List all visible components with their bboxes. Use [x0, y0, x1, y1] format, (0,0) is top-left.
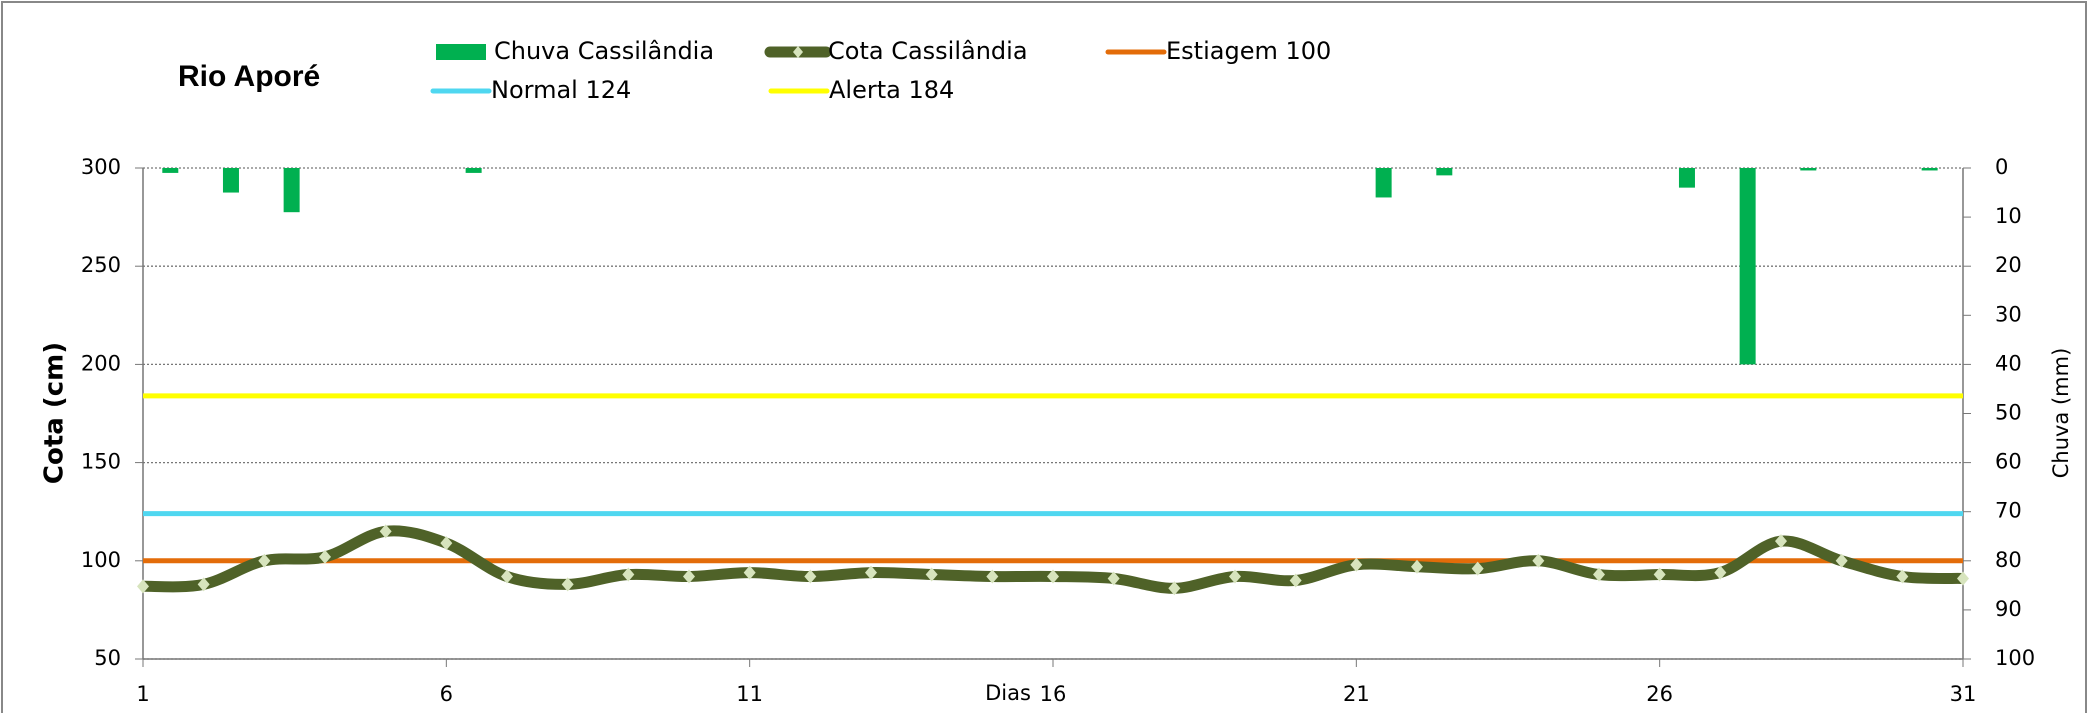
rain-bar: [162, 168, 179, 173]
x-tick-label: 1: [136, 682, 149, 706]
cota-marker: [1896, 569, 1909, 584]
y2-tick-label: 50: [1995, 401, 2022, 425]
rain-bar: [1678, 168, 1695, 188]
x-tick-label: 21: [1343, 682, 1370, 706]
cota-marker: [501, 569, 513, 584]
cota-marker: [986, 569, 999, 584]
y2-tick-label: 90: [1995, 597, 2022, 621]
cota-marker: [743, 565, 756, 580]
cota-marker: [197, 577, 210, 592]
cota-marker: [1289, 573, 1302, 588]
legend-swatch: [436, 44, 486, 60]
y2-tick-label: 40: [1995, 351, 2022, 375]
cota-marker: [1835, 553, 1848, 568]
cota-marker: [1775, 534, 1787, 549]
x-tick-label: 16: [1040, 682, 1067, 706]
legend-label: Chuva Cassilândia: [494, 37, 714, 65]
y-tick-label: 50: [94, 646, 121, 670]
cota-marker: [137, 579, 149, 594]
cota-marker: [1532, 553, 1545, 568]
rain-bar: [465, 168, 482, 173]
cota-marker: [440, 536, 453, 551]
cota-marker: [1411, 559, 1423, 574]
cota-marker: [1471, 561, 1484, 576]
rain-bar: [283, 168, 300, 213]
cota-marker: [925, 567, 938, 582]
legend-label: Estiagem 100: [1166, 37, 1331, 65]
cota-marker: [1107, 571, 1120, 586]
y2-tick-label: 70: [1995, 499, 2022, 523]
cota-marker: [1047, 569, 1059, 584]
y2-tick-label: 20: [1995, 253, 2022, 277]
y-tick-label: 100: [81, 548, 121, 572]
cota-marker: [561, 577, 574, 592]
cota-marker: [683, 569, 695, 584]
y-tick-label: 300: [81, 155, 121, 179]
cota-marker: [1653, 567, 1666, 582]
y2-tick-label: 10: [1995, 204, 2022, 228]
legend-label: Alerta 184: [829, 76, 954, 104]
legend-label: Normal 124: [491, 76, 631, 104]
x-axis-title: Dias: [985, 681, 1031, 705]
cota-marker: [1168, 581, 1181, 596]
cota-marker: [804, 569, 817, 584]
cota-marker: [1714, 565, 1727, 580]
rain-bar: [1800, 168, 1817, 171]
y-tick-label: 250: [81, 253, 121, 277]
rain-bar: [222, 168, 239, 193]
legend-label: Cota Cassilândia: [828, 37, 1028, 65]
rain-bar: [1921, 168, 1938, 171]
y-axis-title: Cota (cm): [40, 342, 70, 484]
y-tick-label: 200: [81, 351, 121, 375]
cota-marker: [865, 565, 877, 580]
rain-bar: [1436, 168, 1453, 176]
cota-marker: [319, 549, 331, 564]
cota-marker: [1229, 569, 1241, 584]
x-tick-label: 6: [440, 682, 453, 706]
legend-marker: [793, 46, 803, 58]
cota-marker: [379, 524, 392, 539]
y2-tick-label: 80: [1995, 548, 2022, 572]
y-tick-label: 150: [81, 450, 121, 474]
y2-tick-label: 0: [1995, 155, 2008, 179]
cota-marker: [1350, 557, 1363, 572]
rain-bar: [1375, 168, 1392, 198]
cota-marker: [1593, 567, 1605, 582]
rain-bar: [1739, 168, 1756, 365]
x-tick-label: 11: [736, 682, 763, 706]
y2-tick-label: 100: [1995, 646, 2035, 670]
y2-axis-title: Chuva (mm): [2049, 348, 2073, 479]
cota-marker: [1957, 571, 1969, 586]
y2-tick-label: 60: [1995, 450, 2022, 474]
cota-marker: [622, 567, 635, 582]
y2-tick-label: 30: [1995, 302, 2022, 326]
cota-marker: [258, 553, 271, 568]
x-tick-label: 26: [1646, 682, 1673, 706]
x-tick-label: 31: [1950, 682, 1977, 706]
chart-title: Rio Aporé: [178, 60, 320, 93]
